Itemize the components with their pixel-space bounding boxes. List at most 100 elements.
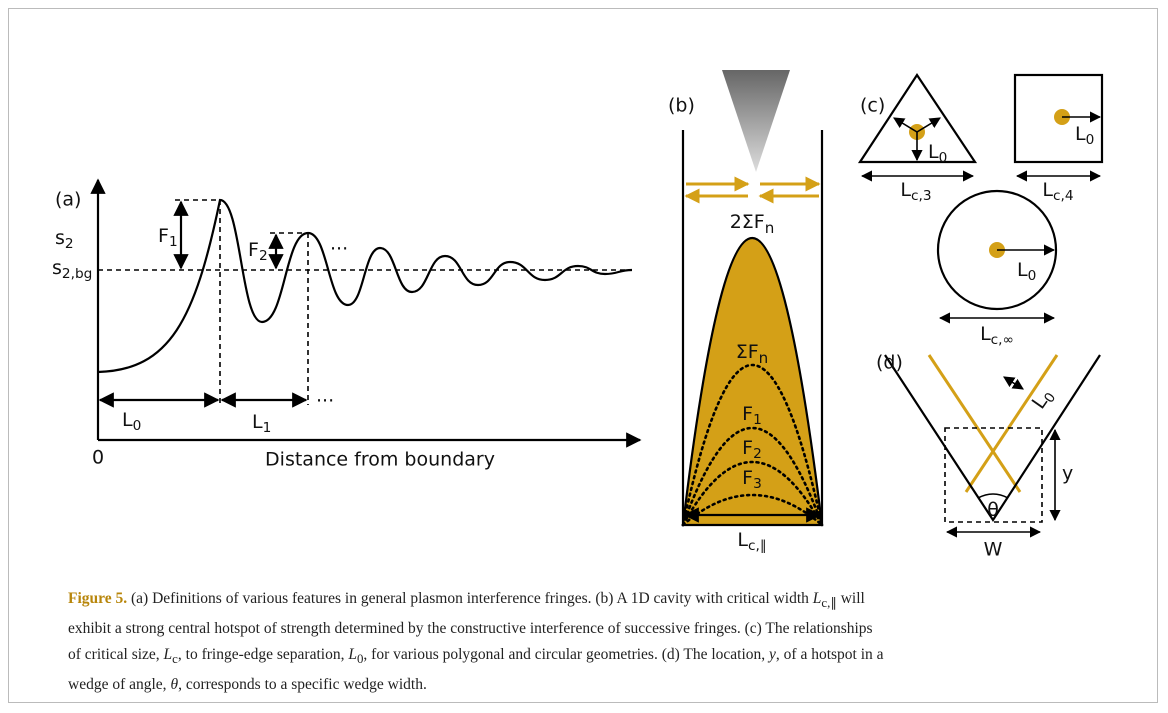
label-sub: 0: [1028, 268, 1037, 284]
caption-run: c: [172, 651, 178, 667]
caption-line: of critical size, Lc, to fringe-edge sep…: [68, 642, 884, 672]
label: ΣFn: [736, 341, 769, 367]
label: L1: [252, 411, 271, 437]
wedge: [884, 354, 1101, 523]
label-sub: 1: [169, 234, 178, 250]
caption-run: , corresponds to a specific wedge width.: [178, 676, 427, 694]
fringe-curve: [97, 198, 633, 374]
caption-run: θ: [170, 676, 179, 694]
fringe-2: [681, 460, 824, 527]
gold-edge: [964, 354, 1059, 493]
label: s2: [55, 227, 74, 253]
label: s2,bg: [52, 257, 92, 283]
label-main: F: [248, 239, 259, 261]
label-main: L: [1042, 179, 1053, 201]
caption-run: , to fringe-edge separation,: [177, 646, 349, 664]
label: Lc,∞: [980, 323, 1014, 349]
label: Lc,3: [900, 179, 931, 205]
label: F2: [742, 437, 762, 463]
label: F3: [742, 467, 762, 493]
label-sub: c,∞: [991, 332, 1014, 348]
label-main: L: [900, 179, 911, 201]
label: Distance from boundary: [265, 449, 495, 471]
caption-run: c,∥: [821, 595, 837, 611]
label-sub: 0: [1086, 132, 1095, 148]
drawing: [90, 70, 1104, 538]
label-main: L: [928, 141, 939, 163]
label-main: F: [742, 437, 753, 459]
label-sub: 0: [133, 418, 142, 434]
label-sub: n: [765, 219, 775, 237]
caption-run: L: [812, 590, 822, 607]
label: F1: [158, 225, 178, 251]
label-main: L: [122, 409, 133, 431]
label-main: s: [52, 257, 62, 279]
label-sub: 1: [753, 412, 762, 428]
caption-run: , for various polygonal and circular geo…: [363, 646, 770, 664]
label: (a): [55, 189, 81, 211]
caption-run: , of a hotspot in a: [775, 646, 884, 664]
caption-run: exhibit a strong central hotspot of stre…: [68, 620, 873, 638]
label: (d): [876, 352, 903, 374]
label-sub: 0: [939, 150, 948, 166]
arrow: [893, 117, 918, 133]
caption-run: L: [163, 646, 173, 664]
label-sub: 2,bg: [62, 266, 92, 282]
angle-arc: [977, 493, 1009, 499]
caption-run: wedge of angle,: [68, 676, 171, 694]
label: L0: [1075, 123, 1094, 149]
arrow: [1003, 376, 1024, 390]
label: ...: [316, 385, 334, 407]
caption-line: wedge of angle, θ, corresponds to a spec…: [68, 672, 884, 698]
label-main: F: [742, 403, 753, 425]
label-sub: 2: [65, 236, 74, 252]
caption-run: L: [348, 646, 357, 664]
label: (b): [668, 95, 695, 117]
label-main: 2ΣF: [730, 211, 765, 233]
label: L0: [122, 409, 141, 435]
label: 2ΣFn: [730, 211, 775, 237]
label-main: F: [158, 225, 169, 247]
gold-edge: [927, 354, 1022, 493]
label-main: L: [980, 323, 991, 345]
label-sub: c,∥: [748, 538, 767, 554]
label-sub: c,4: [1053, 188, 1074, 204]
label: θ: [987, 499, 999, 521]
label: F1: [742, 403, 762, 429]
dashed-box: [944, 427, 1043, 523]
caption-run: will: [836, 590, 865, 607]
label-sub: 1: [263, 420, 272, 436]
label-main: L: [1075, 123, 1086, 145]
circle: [936, 189, 1058, 311]
label-main: F: [742, 467, 753, 489]
caption-run: (a) Definitions of various features in g…: [127, 590, 813, 607]
fringe-sum: [681, 363, 824, 527]
caption: Figure 5. (a) Definitions of various fea…: [68, 586, 884, 698]
label: L0: [1017, 259, 1036, 285]
label: ...: [330, 233, 348, 255]
caption-run: 0: [356, 651, 364, 667]
label: 0: [92, 447, 104, 469]
label-sub: 2: [753, 446, 762, 462]
label-main: L: [252, 411, 263, 433]
label-main: L: [1017, 259, 1028, 281]
label: Lc,∥: [737, 529, 766, 555]
label-sub: 2: [259, 248, 268, 264]
fringe-1: [681, 426, 824, 527]
label-main: s: [55, 227, 65, 249]
label: (c): [860, 95, 885, 117]
label: y: [1062, 463, 1073, 485]
label-sub: 3: [753, 476, 762, 492]
label-main: ΣF: [736, 341, 759, 363]
tip: [722, 70, 790, 172]
label: Lc,4: [1042, 179, 1073, 205]
label: W: [984, 539, 1003, 561]
triangle: [857, 73, 978, 164]
label-main: L: [737, 529, 748, 551]
caption-run: y: [769, 646, 776, 664]
label: F2: [248, 239, 268, 265]
label: L0: [928, 141, 947, 167]
arrow: [916, 117, 941, 133]
